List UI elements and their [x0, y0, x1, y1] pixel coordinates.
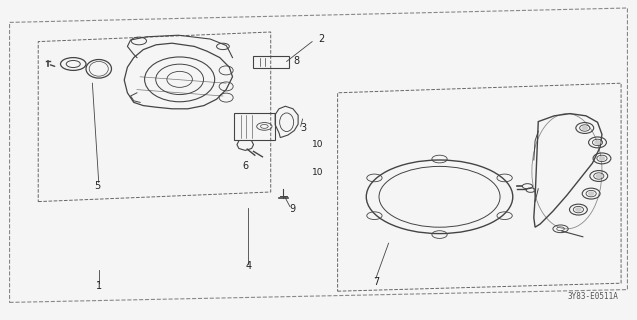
Text: 3: 3 — [301, 123, 307, 133]
Ellipse shape — [599, 157, 605, 160]
Text: 10: 10 — [312, 168, 324, 177]
Text: 4: 4 — [245, 260, 252, 271]
Text: 7: 7 — [373, 276, 379, 287]
Ellipse shape — [595, 141, 600, 144]
Text: 1: 1 — [96, 281, 102, 292]
Text: 6: 6 — [242, 161, 248, 172]
Ellipse shape — [596, 174, 601, 178]
Ellipse shape — [576, 208, 581, 211]
Text: 9: 9 — [290, 204, 296, 214]
Text: 8: 8 — [293, 56, 299, 67]
Ellipse shape — [589, 192, 594, 195]
Text: 3Y83-E0511A: 3Y83-E0511A — [567, 292, 618, 301]
Text: 2: 2 — [318, 34, 325, 44]
Text: 10: 10 — [312, 140, 324, 148]
Text: 5: 5 — [94, 180, 100, 191]
Ellipse shape — [582, 126, 587, 130]
